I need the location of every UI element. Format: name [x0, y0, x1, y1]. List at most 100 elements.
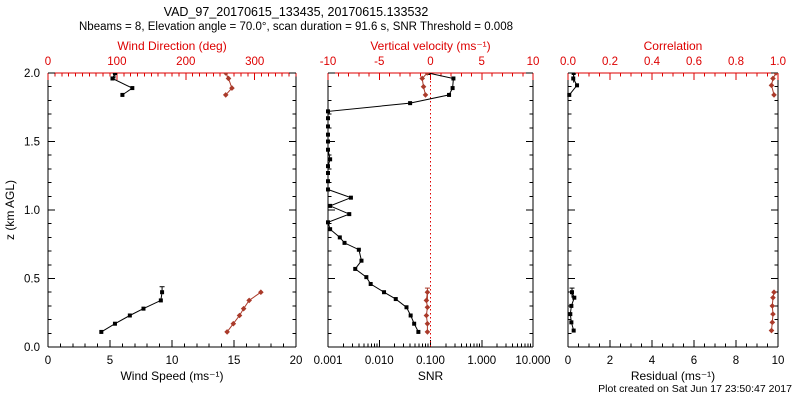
wind-direction-point — [230, 320, 237, 327]
svg-text:0.8: 0.8 — [728, 56, 744, 68]
wind-speed-point — [112, 321, 117, 326]
svg-text:1.0: 1.0 — [24, 205, 40, 217]
correlation-series — [768, 73, 779, 334]
residual-point — [575, 83, 580, 88]
svg-text:5: 5 — [107, 355, 113, 367]
wind-speed-point — [141, 306, 146, 311]
svg-text:1.0: 1.0 — [770, 56, 786, 68]
wind-axes — [47, 72, 297, 348]
snr-point — [326, 132, 330, 137]
snr-point — [326, 171, 330, 176]
snr-point — [368, 281, 373, 286]
vertical-velocity-point — [420, 83, 427, 90]
wind-speed-point — [120, 92, 125, 97]
residual-panel: 0 2 4 6 8 10 0.0 0.2 0.4 0.6 0.8 1.0 Residual (ms⁻¹)… — [560, 39, 786, 383]
snr-point — [347, 212, 352, 217]
snr-series — [326, 73, 456, 334]
snr-point — [450, 86, 455, 91]
wind-direction-series — [222, 73, 264, 335]
wind-direction-point — [240, 305, 247, 312]
wind-speed-point — [160, 290, 165, 295]
svg-text:4: 4 — [649, 355, 656, 367]
snr-point — [326, 147, 330, 152]
residual-point — [571, 76, 576, 81]
svg-text:15: 15 — [228, 355, 241, 367]
vertical-velocity-point — [424, 289, 431, 295]
snr-point — [326, 220, 330, 225]
svg-text:Wind Speed (ms⁻¹): Wind Speed (ms⁻¹) — [120, 369, 223, 383]
vertical-velocity-point — [424, 304, 431, 311]
snr-point — [348, 195, 353, 200]
wind-direction-point — [224, 329, 230, 335]
snr-point — [337, 235, 342, 240]
snr-point — [326, 139, 330, 144]
wind-direction-point — [229, 85, 235, 91]
plot-created-timestamp: Plot created on Sat Jun 17 23:50:47 2017 — [598, 383, 792, 395]
snr-point — [342, 240, 347, 245]
svg-text:-10: -10 — [320, 56, 337, 68]
svg-text:0: 0 — [45, 355, 51, 367]
wind-direction-point — [222, 92, 229, 98]
snr-point — [408, 313, 413, 318]
plot-subtitle: Nbeams = 8, Elevation angle = 70.0°, sca… — [79, 21, 513, 33]
svg-text:6: 6 — [691, 355, 697, 367]
svg-text:20: 20 — [290, 355, 303, 367]
vertical-velocity-point — [422, 92, 429, 98]
snr-point — [364, 275, 369, 280]
svg-text:0.6: 0.6 — [686, 56, 702, 68]
correlation-point — [770, 75, 776, 82]
svg-text:Wind Direction (deg): Wind Direction (deg) — [117, 39, 226, 53]
wind-speed-point — [112, 73, 117, 75]
vertical-velocity-point — [424, 320, 431, 327]
wind-speed-point — [158, 298, 163, 303]
residual-point — [571, 73, 576, 75]
snr-point — [412, 321, 417, 326]
snr-point — [359, 258, 364, 263]
snr-point — [328, 203, 333, 208]
wind-direction-point — [246, 297, 252, 304]
svg-text:2: 2 — [607, 355, 613, 367]
vertical-velocity-point — [424, 73, 431, 76]
vertical-velocity-series — [419, 73, 431, 335]
correlation-point — [771, 92, 777, 98]
snr-point — [447, 92, 452, 97]
svg-text:0.001: 0.001 — [314, 355, 343, 367]
correlation-point — [770, 294, 776, 301]
snr-point — [416, 329, 421, 334]
svg-text:2.0: 2.0 — [24, 68, 40, 80]
vertical-velocity-point — [419, 75, 425, 82]
svg-text:Correlation: Correlation — [644, 39, 703, 53]
svg-text:SNR: SNR — [418, 369, 444, 383]
correlation-point — [768, 82, 775, 89]
snr-point — [326, 116, 330, 121]
snr-point — [393, 297, 398, 302]
snr-point — [353, 266, 358, 271]
wind-direction-point — [258, 289, 264, 295]
svg-text:0.0: 0.0 — [560, 56, 576, 68]
residual-axes — [567, 72, 779, 348]
svg-text:8: 8 — [733, 355, 739, 367]
vertical-velocity-point — [424, 329, 431, 335]
residual-point — [569, 303, 574, 308]
svg-text:0.5: 0.5 — [24, 274, 40, 286]
residual-point — [568, 312, 573, 317]
svg-text:0.0: 0.0 — [24, 342, 40, 354]
wind-direction-point — [236, 312, 243, 319]
correlation-point — [769, 319, 776, 326]
svg-text:100: 100 — [107, 56, 126, 68]
wind-direction-point — [225, 75, 232, 82]
residual-point — [572, 295, 577, 300]
wind-speed-series — [99, 73, 165, 334]
svg-text:0.100: 0.100 — [416, 355, 445, 367]
correlation-point — [769, 303, 776, 309]
svg-text:300: 300 — [245, 56, 264, 68]
svg-text:0.010: 0.010 — [365, 355, 394, 367]
correlation-point — [773, 73, 779, 76]
snr-point — [326, 109, 330, 114]
snr-point — [326, 164, 330, 169]
svg-text:10.000: 10.000 — [515, 355, 550, 367]
wind-speed-point — [99, 329, 104, 334]
correlation-point — [771, 289, 777, 295]
